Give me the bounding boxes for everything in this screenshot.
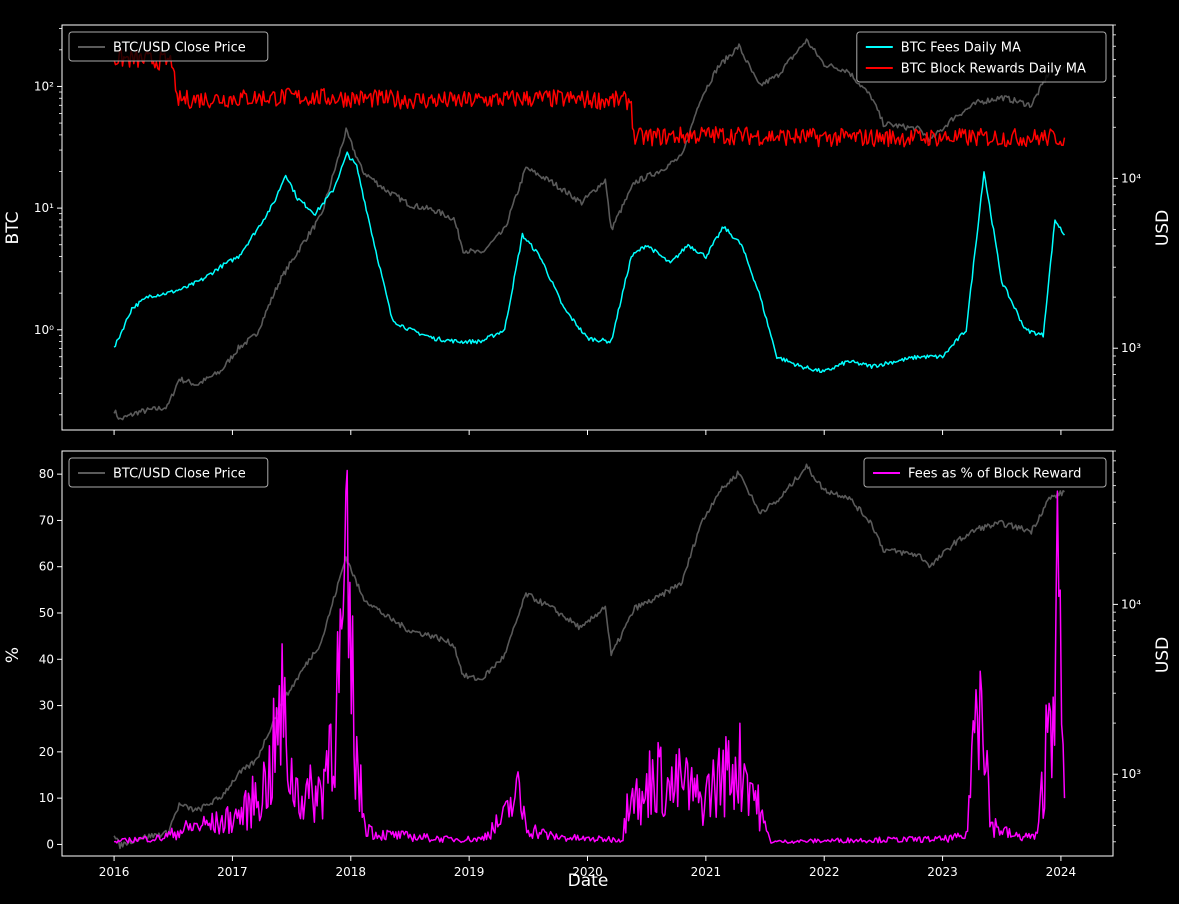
top-legend-right: BTC Fees Daily MA BTC Block Rewards Daily… [856,31,1107,83]
bottom-ytick-left-label: 80 [39,467,54,481]
bottom-panel: 2016 2017 2018 2019 2020 2021 2022 2023 2024 0 10 2… [3,450,1173,879]
legend-entry: BTC Block Rewards Daily MA [901,62,1086,77]
xtick-label: 2023 [927,865,958,879]
bottom-ytick-left-label: 70 [39,513,54,527]
top-ytick-right-label: 10³ [1121,341,1141,355]
legend-entry: BTC/USD Close Price [113,467,246,482]
bottom-legend-left: BTC/USD Close Price [68,457,269,488]
legend-frame [863,457,1107,488]
legend-entry: BTC/USD Close Price [113,41,246,56]
top-plot-area [113,38,1066,421]
xtick-label: 2019 [454,865,485,879]
xtick-label: 2016 [99,865,130,879]
bottom-ytick-left-label: 50 [39,606,54,620]
xtick-label: 2024 [1046,865,1077,879]
bottom-ytick-right-label: 10³ [1121,767,1141,781]
bottom-ytick-left-label: 10 [39,791,54,805]
xtick-label: 2017 [217,865,248,879]
bottom-legend-right: Fees as % of Block Reward [863,457,1107,488]
top-legend-left: BTC/USD Close Price [68,31,269,62]
top-left-ylabel: BTC [3,212,23,245]
top-series-btc-fees-daily-ma [113,151,1066,374]
bottom-series-fees-as-of-block-reward [113,469,1066,844]
bottom-ytick-left-label: 20 [39,745,54,759]
legend-entry: Fees as % of Block Reward [908,467,1081,482]
legend-frame [856,31,1107,83]
top-ytick-left-label: 10⁰ [34,323,54,337]
xtick-label: 2022 [809,865,840,879]
bottom-right-ylabel: USD [1153,637,1173,673]
top-ytick-right-label: 10⁴ [1121,171,1141,185]
top-ytick-left-label: 10² [34,79,54,93]
legend-entry: BTC Fees Daily MA [901,41,1021,56]
top-series-btc-usd-close-price [113,38,1066,421]
top-panel: 10⁰ 10¹ 10² 10³ 10⁴ BTC USD BTC/USD Close Pr… [3,24,1173,435]
xtick-label: 2018 [336,865,367,879]
legend-frame [68,457,269,488]
top-legends: BTC/USD Close Price BTC Fees Daily MABTC … [68,31,1107,83]
bottom-ytick-right-label: 10⁴ [1121,597,1141,611]
legend-frame [68,31,269,62]
bottom-ytick-left-label: 30 [39,699,54,713]
top-right-ylabel: USD [1153,210,1173,246]
x-axis-label: Date [568,871,609,891]
bottom-series-btc-usd-close-price [113,463,1065,850]
xtick-label: 2020 [572,865,603,879]
bottom-legends: BTC/USD Close Price Fees as % of Block Re… [68,457,1107,488]
bottom-plot-area [113,463,1066,850]
top-ticks: 10⁰ 10¹ 10² 10³ 10⁴ [34,24,1141,435]
xtick-label: 2021 [691,865,722,879]
bottom-ytick-left-label: 60 [39,560,54,574]
bottom-ytick-left-label: 0 [46,837,54,851]
bottom-ytick-left-label: 40 [39,652,54,666]
top-ytick-left-label: 10¹ [34,201,54,215]
bottom-ticks: 2016 2017 2018 2019 2020 2021 2022 2023 2024 0 10 2… [39,450,1141,879]
bottom-left-ylabel: % [3,647,23,663]
top-series-btc-block-rewards-daily-ma [113,49,1066,148]
